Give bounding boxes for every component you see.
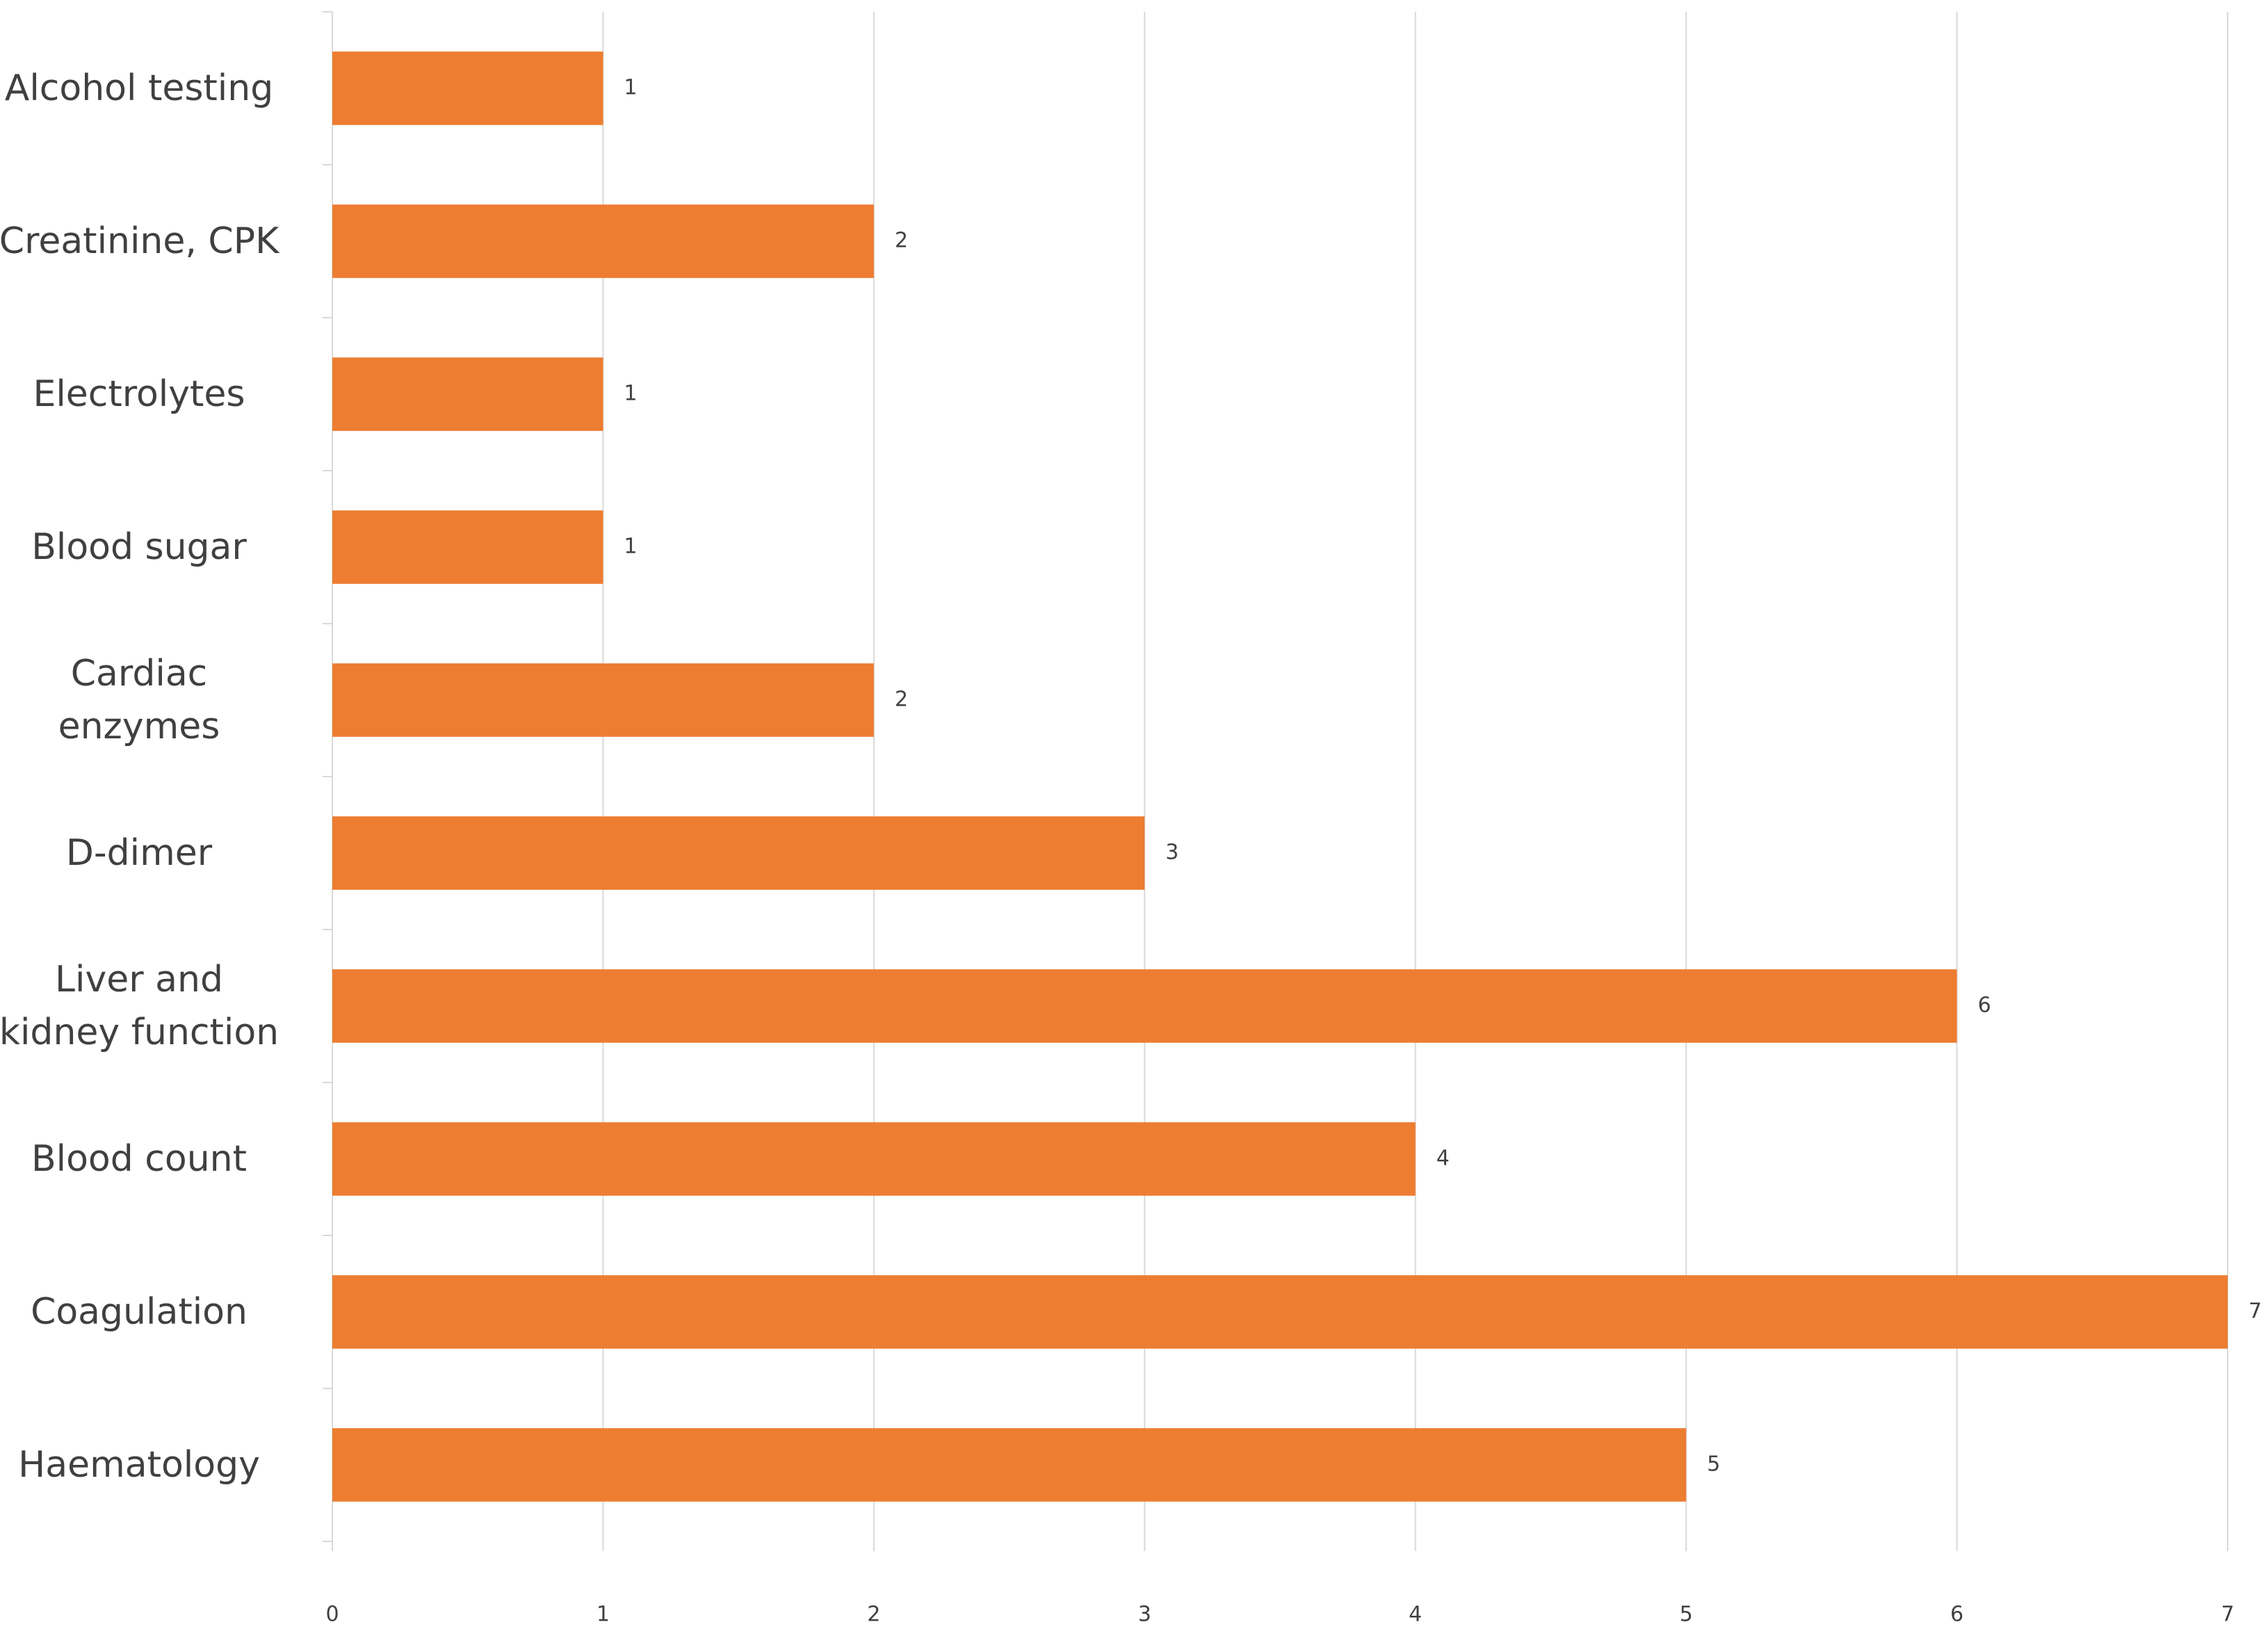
y-tick-label: Blood count [31, 1138, 247, 1180]
value-label: 5 [1707, 1452, 1720, 1477]
bar [332, 510, 604, 584]
bar [332, 204, 874, 278]
value-label: 7 [2249, 1299, 2262, 1324]
bar [332, 357, 604, 431]
value-label: 2 [895, 229, 908, 253]
value-label: 1 [624, 535, 637, 559]
x-tick-label: 3 [1138, 1603, 1151, 1627]
bar [332, 51, 604, 125]
y-tick-label: D-dimer [65, 832, 213, 874]
value-label: 1 [624, 382, 637, 406]
y-tick-label: Electrolytes [33, 373, 245, 415]
x-tick-label: 5 [1680, 1603, 1693, 1627]
bar [332, 663, 874, 737]
y-tick-label: Haematology [18, 1444, 260, 1486]
value-label: 2 [895, 688, 908, 712]
bar [332, 1428, 1687, 1502]
value-label: 3 [1165, 841, 1178, 865]
bar [332, 1122, 1416, 1196]
x-tick-label: 4 [1409, 1603, 1422, 1627]
y-tick-label: Cardiac enzymes [58, 653, 220, 747]
x-tick-label: 7 [2221, 1603, 2234, 1627]
x-tick-label: 2 [867, 1603, 880, 1627]
y-tick-label: Alcohol testing [4, 67, 274, 109]
bar [332, 969, 1957, 1043]
y-tick-label: Coagulation [31, 1291, 248, 1333]
value-label: 6 [1978, 994, 1991, 1018]
x-tick-label: 6 [1950, 1603, 1963, 1627]
y-tick-label: Liver and kidney function [0, 959, 280, 1053]
value-label: 1 [624, 76, 637, 100]
y-tick-label: Blood sugar [31, 526, 247, 568]
x-tick-label: 0 [325, 1603, 339, 1627]
bar [332, 816, 1145, 890]
bar [332, 1275, 2228, 1349]
y-tick-label: Creatinine, CPK [0, 220, 280, 262]
x-tick-label: 1 [597, 1603, 610, 1627]
value-label: 4 [1436, 1146, 1450, 1171]
